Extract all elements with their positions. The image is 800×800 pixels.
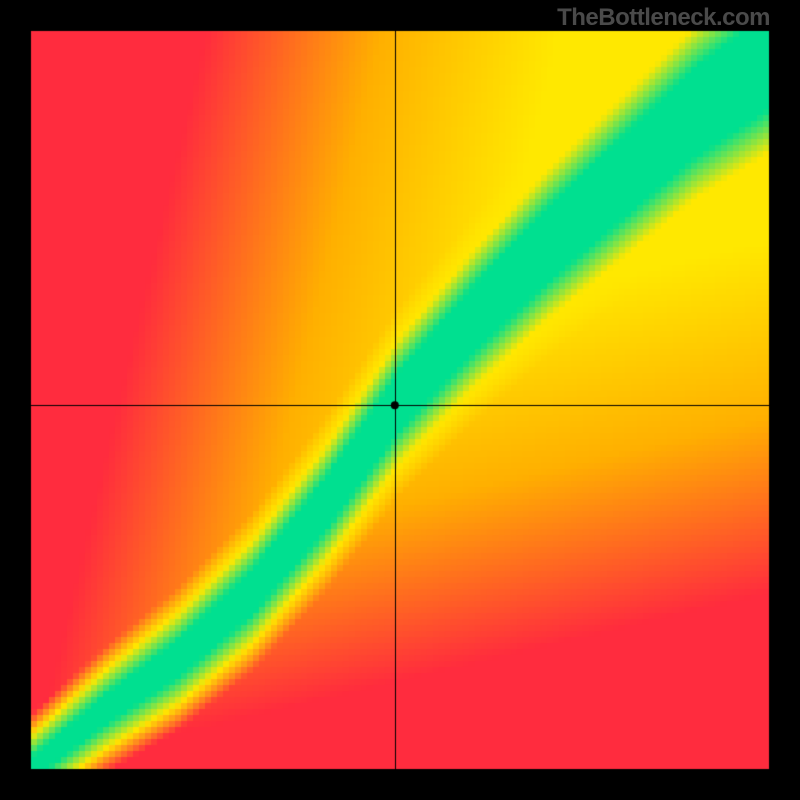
bottleneck-heatmap — [0, 0, 800, 800]
watermark-text: TheBottleneck.com — [557, 4, 770, 32]
